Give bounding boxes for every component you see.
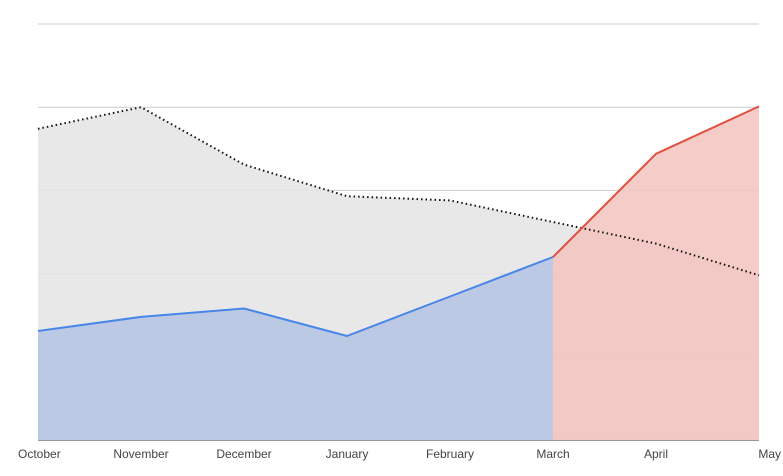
- x-tick-label: April: [644, 447, 668, 461]
- series-2-line: [552, 105, 760, 258]
- x-tick-label: February: [426, 447, 474, 461]
- series-lines: [37, 105, 760, 337]
- x-tick-label: November: [113, 447, 168, 461]
- x-tick-label: October: [18, 447, 61, 461]
- area-fills: [38, 106, 759, 441]
- x-tick-label: January: [326, 447, 369, 461]
- series-0-line: [37, 106, 760, 277]
- series-1-area: [38, 257, 553, 440]
- x-tick-label: May: [758, 447, 781, 461]
- x-tick-label: March: [536, 447, 569, 461]
- x-axis: October November December January February Ma…: [18, 447, 781, 461]
- series-1-line: [37, 256, 554, 337]
- x-tick-label: December: [216, 447, 271, 461]
- series-2-area: [553, 106, 759, 441]
